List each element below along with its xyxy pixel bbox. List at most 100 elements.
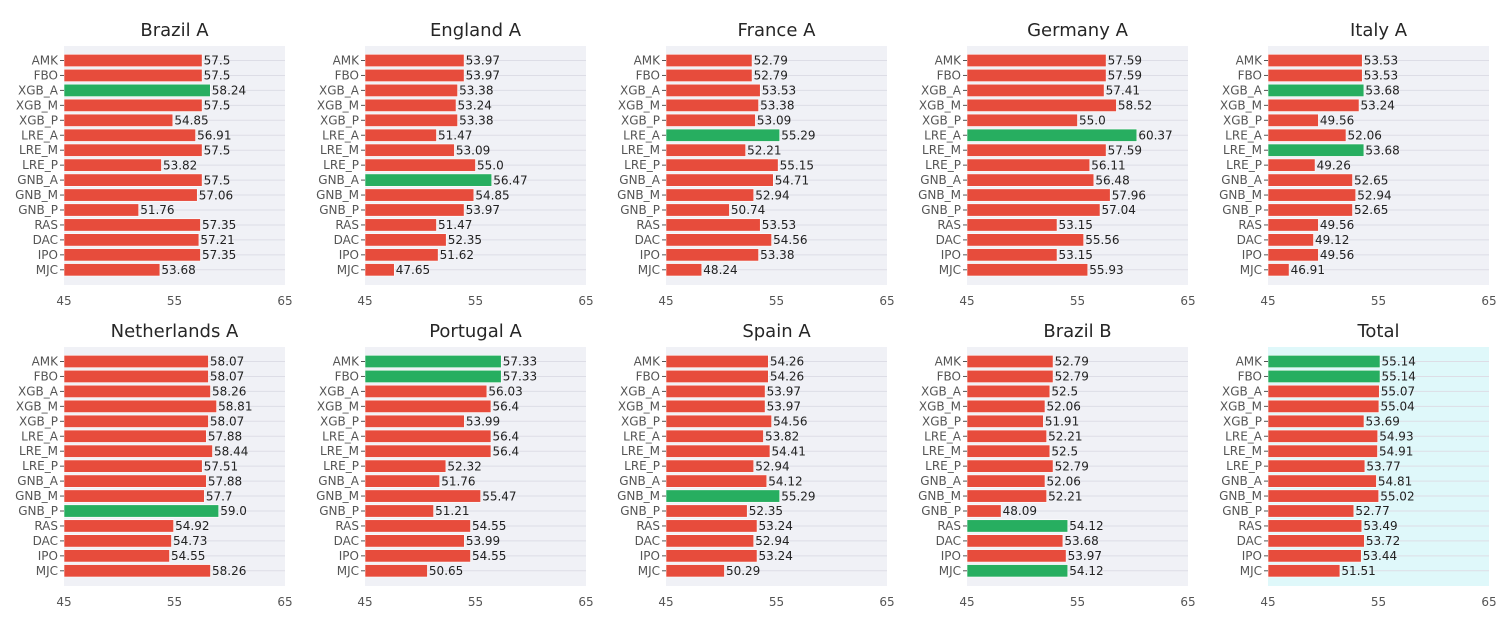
category-label: FBO — [1238, 68, 1262, 82]
value-label: 54.93 — [1379, 429, 1413, 443]
value-label: 54.71 — [775, 173, 809, 187]
x-tick-label: 45 — [658, 595, 673, 609]
value-label: 52.35 — [749, 504, 783, 518]
category-label: AMK — [935, 355, 963, 369]
bar — [1267, 203, 1353, 217]
bar — [966, 384, 1051, 398]
category-label: MJC — [638, 263, 660, 277]
category-label: AMK — [1236, 54, 1264, 68]
bar — [665, 519, 758, 533]
category-label: XGB_A — [620, 384, 661, 398]
value-label: 53.09 — [757, 114, 791, 128]
category-label: LRE_A — [322, 128, 360, 142]
bar — [665, 53, 753, 67]
bar — [63, 489, 205, 503]
category-label: LRE_A — [1225, 128, 1263, 142]
category-label: LRE_P — [925, 459, 961, 473]
value-label: 53.49 — [1363, 519, 1397, 533]
category-label: LRE_M — [922, 444, 961, 458]
category-label: GNB_A — [619, 173, 661, 187]
value-label: 55.14 — [1382, 370, 1416, 384]
bar — [364, 68, 465, 82]
category-label: DAC — [936, 233, 961, 247]
value-label: 54.12 — [768, 474, 802, 488]
category-label: IPO — [640, 248, 660, 262]
bar-highlight — [364, 173, 493, 187]
category-label: LRE_A — [322, 429, 360, 443]
value-label: 57.5 — [204, 143, 231, 157]
value-label: 53.97 — [466, 69, 500, 83]
category-label: MJC — [638, 564, 660, 578]
category-label: LRE_M — [320, 444, 359, 458]
value-label: 49.56 — [1320, 114, 1354, 128]
bar — [966, 53, 1107, 67]
bar — [966, 203, 1101, 217]
value-label: 46.91 — [1291, 263, 1325, 277]
value-label: 57.06 — [199, 188, 233, 202]
category-label: GNB_A — [17, 173, 59, 187]
value-label: 53.68 — [1365, 84, 1399, 98]
category-label: XGB_A — [921, 384, 962, 398]
bar — [63, 399, 217, 413]
subplot-title: Total — [1356, 321, 1399, 342]
value-label: 58.26 — [212, 385, 246, 399]
x-tick-label: 45 — [56, 294, 71, 308]
value-label: 54.56 — [773, 415, 807, 429]
category-label: LRE_P — [323, 459, 359, 473]
category-label: GNB_A — [920, 173, 962, 187]
subplot-title: Spain A — [742, 321, 811, 342]
bar — [665, 354, 769, 368]
bar-highlight — [665, 489, 781, 503]
category-label: GNB_M — [617, 188, 660, 202]
bar — [665, 564, 725, 578]
value-label: 52.5 — [1051, 385, 1078, 399]
subplot-title: England A — [430, 20, 522, 41]
value-label: 54.85 — [174, 114, 208, 128]
bar — [665, 534, 755, 548]
category-label: DAC — [334, 233, 359, 247]
subplot-title: Germany A — [1027, 20, 1128, 41]
bar — [63, 369, 209, 383]
value-label: 51.47 — [438, 128, 472, 142]
value-label: 57.88 — [208, 429, 242, 443]
subplot-spain-a: Spain A AMK 54.26 FBO 54.26 XGB_A 53.97 XGB_M 53… — [617, 321, 895, 609]
category-label: GNB_P — [18, 203, 58, 217]
x-tick-label: 45 — [959, 595, 974, 609]
value-label: 52.77 — [1355, 504, 1389, 518]
value-label: 56.4 — [492, 400, 519, 414]
bar — [364, 549, 471, 563]
value-label: 58.07 — [210, 370, 244, 384]
bar — [63, 188, 198, 202]
value-label: 55.29 — [781, 489, 815, 503]
bar — [966, 414, 1044, 428]
bar — [63, 113, 174, 127]
category-label: MJC — [939, 263, 961, 277]
bar-highlight — [966, 519, 1069, 533]
value-label: 58.24 — [212, 84, 246, 98]
value-label: 57.5 — [204, 99, 231, 113]
value-label: 54.56 — [773, 233, 807, 247]
bar — [364, 128, 437, 142]
category-label: AMK — [32, 54, 60, 68]
value-label: 52.94 — [755, 534, 789, 548]
bar — [364, 459, 447, 473]
category-label: DAC — [334, 534, 359, 548]
value-label: 56.11 — [1091, 158, 1125, 172]
x-tick-label: 55 — [167, 294, 182, 308]
category-label: LRE_M — [922, 143, 961, 157]
category-label: LRE_A — [21, 128, 59, 142]
bar — [1267, 248, 1319, 262]
value-label: 54.92 — [175, 519, 209, 533]
bar — [63, 534, 172, 548]
category-label: AMK — [935, 54, 963, 68]
subplot-portugal-a: Portugal A AMK 57.33 FBO 57.33 XGB_A 56.03 XGB_… — [316, 321, 594, 609]
category-label: GNB_P — [921, 203, 961, 217]
category-label: XGB_P — [320, 113, 359, 127]
bar — [665, 384, 766, 398]
value-label: 53.69 — [1366, 415, 1400, 429]
value-label: 58.07 — [210, 415, 244, 429]
bar — [1267, 113, 1319, 127]
value-label: 52.06 — [1047, 400, 1081, 414]
category-label: DAC — [635, 233, 660, 247]
bar — [63, 98, 203, 112]
